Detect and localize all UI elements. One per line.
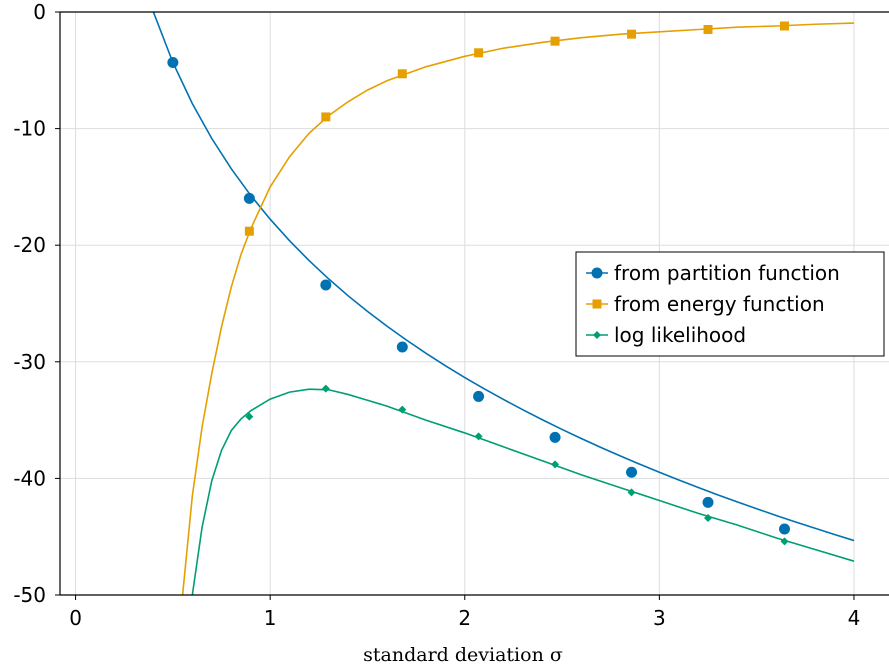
series-line-2: [191, 388, 855, 595]
legend-label-0: from partition function: [614, 261, 840, 285]
y-tick-label: -10: [13, 117, 46, 141]
series-marker-1: [244, 226, 254, 236]
plot-area: [152, 12, 855, 595]
series-marker-2: [474, 432, 483, 441]
y-tick-label: -20: [13, 233, 46, 257]
x-tick-label: 4: [848, 606, 861, 630]
y-tick-label: -30: [13, 350, 46, 374]
series-line-0: [152, 12, 855, 542]
series-marker-0: [473, 390, 485, 402]
legend-marker-0: [591, 267, 603, 279]
series-marker-0: [702, 496, 714, 508]
series-marker-0: [167, 56, 179, 68]
series-marker-1: [397, 69, 407, 79]
y-tick-label: -50: [13, 583, 46, 607]
series-line-1: [181, 22, 854, 595]
legend-label-2: log likelihood: [614, 323, 746, 347]
series-marker-2: [321, 384, 330, 393]
series-marker-2: [245, 412, 254, 421]
x-tick-label: 1: [264, 606, 277, 630]
x-tick-label: 0: [69, 606, 82, 630]
series-marker-0: [778, 523, 790, 535]
series-marker-0: [549, 431, 561, 443]
axes: 0 1 2 3 4 0 -10 -20 -30 -40 -50: [13, 0, 889, 630]
series-marker-1: [627, 29, 637, 39]
series-marker-1: [703, 24, 713, 34]
legend-marker-2: [593, 331, 601, 339]
series-marker-0: [626, 466, 638, 478]
x-axis-label: standard deviation σ: [363, 644, 563, 666]
legend-box: [575, 251, 885, 357]
series-marker-1: [321, 112, 331, 122]
series-marker-0: [396, 341, 408, 353]
x-tick-label: 2: [458, 606, 471, 630]
series-marker-0: [243, 192, 255, 204]
legend-marker-1: [592, 299, 602, 309]
y-tick-label: 0: [33, 0, 46, 24]
series-marker-1: [779, 21, 789, 31]
y-tick-label: -40: [13, 466, 46, 490]
series-marker-2: [780, 537, 789, 546]
legend: from partition function from energy funct…: [575, 251, 885, 357]
series-marker-2: [551, 460, 560, 469]
series-marker-2: [627, 488, 636, 497]
series-marker-2: [704, 514, 713, 523]
legend-label-1: from energy function: [614, 292, 825, 316]
series-marker-0: [320, 279, 332, 291]
x-tick-label: 3: [653, 606, 666, 630]
series-marker-1: [550, 36, 560, 46]
series-marker-1: [474, 48, 484, 58]
series-marker-2: [398, 405, 407, 414]
